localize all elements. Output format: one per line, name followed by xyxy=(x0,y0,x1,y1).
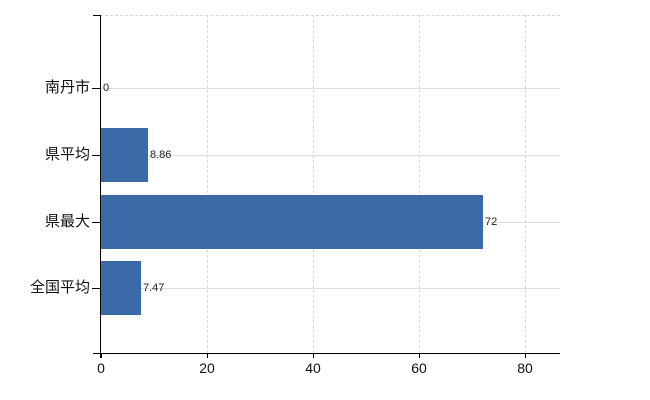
x-axis-line xyxy=(93,353,560,354)
x-tick-label: 20 xyxy=(199,360,215,376)
y-axis-tick xyxy=(92,155,100,156)
category-label: 南丹市 xyxy=(44,79,90,96)
category-label: 県平均 xyxy=(44,146,90,163)
x-axis-tick xyxy=(313,354,314,358)
bar xyxy=(101,195,483,249)
y-axis-tick xyxy=(92,222,100,223)
horizontal-gridline xyxy=(100,288,560,289)
x-tick-label: 80 xyxy=(517,360,533,376)
y-axis-tick xyxy=(92,88,100,89)
x-tick-label: 60 xyxy=(411,360,427,376)
value-label: 72 xyxy=(485,216,498,228)
y-axis-line xyxy=(100,15,101,358)
horizontal-gridline xyxy=(100,155,560,156)
x-tick-label: 0 xyxy=(97,360,105,376)
x-axis-tick xyxy=(419,354,420,358)
bar xyxy=(101,128,148,182)
vertical-gridline xyxy=(419,15,420,353)
bar xyxy=(101,261,141,315)
value-label: 0 xyxy=(103,82,110,94)
y-axis-top-cap xyxy=(93,15,100,16)
vertical-gridline xyxy=(525,15,526,353)
x-axis-tick xyxy=(101,354,102,358)
value-label: 7.47 xyxy=(143,282,165,294)
y-axis-tick xyxy=(92,288,100,289)
category-label: 県最大 xyxy=(44,213,90,230)
x-axis-tick xyxy=(207,354,208,358)
vertical-gridline xyxy=(313,15,314,353)
value-label: 8.86 xyxy=(150,149,172,161)
horizontal-gridline xyxy=(100,88,560,89)
x-axis-tick xyxy=(525,354,526,358)
x-tick-label: 40 xyxy=(305,360,321,376)
plot-top-border xyxy=(100,15,560,16)
category-label: 全国平均 xyxy=(29,279,90,296)
vertical-gridline xyxy=(207,15,208,353)
